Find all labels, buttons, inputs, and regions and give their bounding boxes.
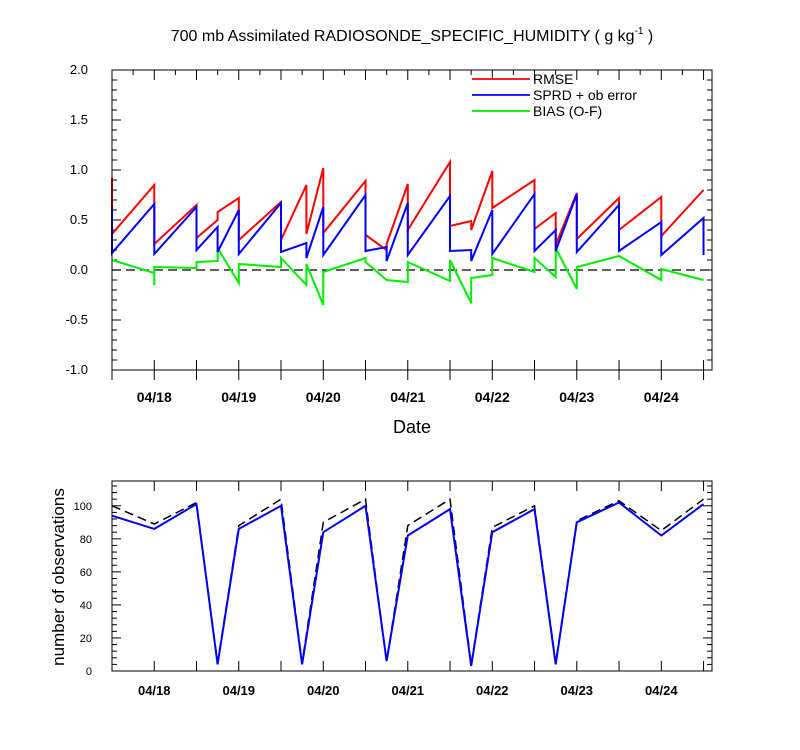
legend-label-sprd: SPRD + ob error [533,87,637,103]
legend: RMSE SPRD + ob error BIAS (O-F) [472,71,637,119]
bottom-xtick-label: 04/24 [645,683,678,698]
top-ytick-label: 0.5 [70,212,88,227]
chart-title: 700 mb Assimilated RADIOSONDE_SPECIFIC_H… [171,26,654,45]
top-tick-labels: -1.0 -0.5 0.0 0.5 1.0 1.5 2.0 04/18 04/19 04/20 04… [66,62,679,405]
bottom-plot-frame [111,480,713,672]
top-ytick-label: -0.5 [66,312,88,327]
top-plot-frame [111,69,713,371]
top-xtick-label: 04/21 [390,389,425,405]
bottom-series [111,497,705,667]
bottom-xtick-label: 04/23 [561,683,594,698]
bottom-tick-labels: 0 20 40 60 80 100 04/18 04/19 04/20 04/21 04/22 04/… [74,501,679,698]
top-xtick-label: 04/19 [221,389,256,405]
series-line-total [111,497,704,665]
y-axis-label-observations: number of observations [49,488,68,666]
bottom-xtick-label: 04/21 [392,683,425,698]
top-xtick-label: 04/24 [644,389,679,405]
bottom-xtick-label: 04/22 [476,683,509,698]
bottom-xtick-label: 04/20 [307,683,340,698]
top-xtick-label: 04/18 [137,389,172,405]
bottom-ytick-label: 20 [80,633,92,645]
top-ytick-label: 2.0 [70,62,88,77]
top-ytick-label: 1.0 [70,162,88,177]
bottom-panel: 0 20 40 60 80 100 04/18 04/19 04/20 04/21 04/22 04/… [49,480,713,698]
bottom-ytick-label: 60 [80,567,92,579]
bottom-ticks [111,481,712,672]
bottom-ytick-label: 40 [80,600,92,612]
top-panel: -1.0 -0.5 0.0 0.5 1.0 1.5 2.0 04/18 04/19 04/20 04… [66,62,713,437]
legend-label-bias: BIAS (O-F) [533,103,602,119]
top-xtick-label: 04/23 [559,389,594,405]
top-ytick-label: 0.0 [70,262,88,277]
top-series [111,158,712,306]
bottom-ytick-label: 0 [86,666,92,678]
top-xtick-label: 04/22 [475,389,510,405]
legend-label-rmse: RMSE [533,71,573,87]
series-line-sprd-ob-error [111,190,705,262]
series-line-assimilated [111,501,705,667]
bottom-ytick-label: 80 [80,534,92,546]
top-xtick-label: 04/20 [306,389,341,405]
bottom-xtick-label: 04/18 [138,683,171,698]
bottom-xtick-label: 04/19 [222,683,255,698]
top-ytick-label: 1.5 [70,112,88,127]
bottom-ytick-label: 100 [74,501,92,513]
x-axis-label: Date [393,417,431,437]
top-ytick-label: -1.0 [66,362,88,377]
